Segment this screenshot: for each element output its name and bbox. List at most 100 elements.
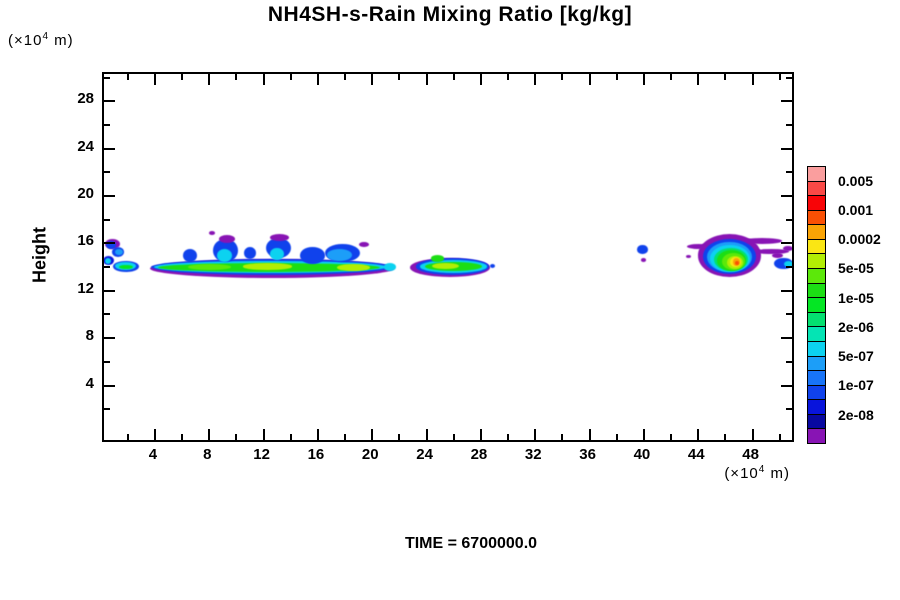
y-minor-tick (104, 76, 110, 79)
cloud-blob (243, 263, 293, 270)
y-minor-tick (104, 171, 110, 174)
y-minor-tick (786, 266, 792, 269)
y-minor-tick (786, 171, 792, 174)
y-major-tick (104, 289, 115, 292)
x-major-tick (479, 429, 482, 440)
colorbar-cell (807, 282, 826, 299)
y-minor-tick (786, 218, 792, 221)
y-major-tick (104, 147, 115, 150)
y-unit-exponent: 4 (42, 31, 50, 42)
x-minor-tick (670, 74, 673, 80)
cloud-blob (432, 262, 460, 270)
x-major-tick (262, 429, 265, 440)
cloud-blob (105, 241, 116, 250)
x-minor-tick (235, 434, 238, 440)
x-minor-tick (181, 434, 184, 440)
y-tick-label: 8 (85, 327, 94, 345)
x-minor-tick (289, 74, 292, 80)
y-axis-title: Height (29, 227, 50, 283)
x-tick-label: 36 (579, 446, 596, 463)
x-minor-tick (181, 74, 184, 80)
x-major-tick (751, 74, 754, 85)
x-major-tick (262, 74, 265, 85)
y-major-tick (781, 384, 792, 387)
x-minor-tick (344, 434, 347, 440)
colorbar-cell (807, 238, 826, 255)
x-minor-tick (398, 434, 401, 440)
x-major-tick (153, 74, 156, 85)
cloud-blob (430, 255, 445, 263)
cloud-blob (216, 249, 232, 263)
x-major-tick (316, 74, 319, 85)
cloud-blob (637, 245, 648, 254)
colorbar-label: 2e-08 (838, 406, 874, 423)
colorbar-cell (807, 428, 826, 444)
y-unit-prefix: (×10 (8, 32, 43, 49)
cloud-blob (327, 249, 352, 262)
cloud-blob (336, 264, 370, 271)
y-minor-tick (104, 360, 110, 363)
x-major-tick (534, 74, 537, 85)
cloud-blob (783, 260, 792, 268)
cloud-blob (753, 249, 790, 255)
x-unit-suffix: m) (765, 465, 790, 482)
y-tick-label: 28 (77, 90, 94, 108)
cloud-blob (383, 263, 397, 271)
x-minor-tick (507, 434, 510, 440)
y-major-tick (104, 384, 115, 387)
cloud-blob (104, 258, 112, 265)
cloud-blob (183, 248, 198, 262)
colorbar-label: 1e-07 (838, 377, 874, 394)
colorbar-label: 0.0002 (838, 231, 881, 248)
x-major-tick (697, 74, 700, 85)
x-tick-label: 40 (633, 446, 651, 463)
y-minor-tick (786, 360, 792, 363)
x-minor-tick (452, 434, 455, 440)
cloud-blob (783, 245, 792, 251)
colorbar-label: 2e-06 (838, 318, 874, 335)
y-minor-tick (104, 313, 110, 316)
x-major-tick (153, 429, 156, 440)
x-unit-exponent: 4 (758, 464, 766, 475)
colorbar-cell (807, 355, 826, 372)
cloud-blob (734, 260, 740, 266)
cloud-blob (489, 263, 496, 268)
x-minor-tick (778, 434, 781, 440)
y-tick-label: 4 (85, 374, 94, 392)
y-major-tick (781, 242, 792, 245)
y-major-tick (781, 337, 792, 340)
x-minor-tick (398, 74, 401, 80)
y-minor-tick (786, 408, 792, 411)
colorbar-label: 0.005 (838, 172, 874, 189)
x-major-tick (425, 429, 428, 440)
contour-cloud-layer (104, 74, 792, 440)
x-minor-tick (615, 434, 618, 440)
y-major-tick (781, 100, 792, 103)
x-tick-label: 24 (416, 446, 433, 463)
y-unit-suffix: m) (49, 32, 74, 49)
cloud-blob (741, 238, 783, 244)
y-minor-tick (786, 123, 792, 126)
x-major-tick (588, 74, 591, 85)
x-tick-label: 28 (470, 446, 488, 463)
x-tick-label: 20 (361, 446, 379, 463)
x-major-tick (316, 429, 319, 440)
y-minor-tick (104, 123, 110, 126)
colorbar-cell (807, 384, 826, 401)
colorbar-cell (807, 413, 826, 430)
x-major-tick (208, 429, 211, 440)
x-minor-tick (778, 74, 781, 80)
x-minor-tick (507, 74, 510, 80)
cloud-blob (270, 248, 284, 260)
colorbar-cell (807, 166, 826, 182)
x-minor-tick (670, 434, 673, 440)
y-major-tick (781, 195, 792, 197)
y-minor-tick (786, 76, 792, 79)
cloud-blob (641, 258, 647, 262)
colorbar-cell (807, 311, 826, 328)
cloud-blob (686, 243, 710, 249)
x-tick-label: 44 (687, 446, 705, 463)
colorbar-cell (807, 224, 826, 240)
x-tick-label: 48 (742, 446, 759, 463)
colorbar-cell (807, 268, 826, 284)
